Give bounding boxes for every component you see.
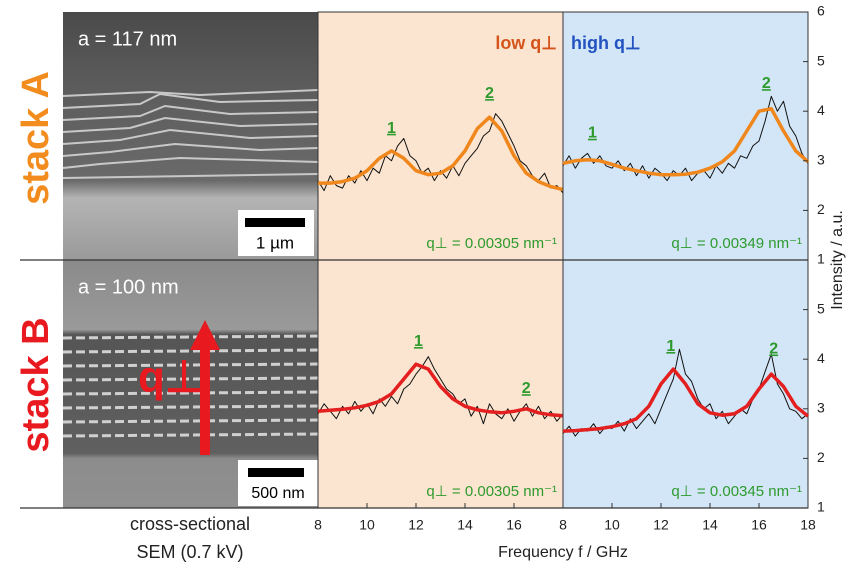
y-tick-label: 4	[817, 102, 825, 118]
x-tick-label: 14	[702, 517, 718, 533]
peak-label: 1	[414, 333, 423, 350]
panel-label: low q⊥	[495, 33, 557, 53]
y-tick-label: 2	[817, 449, 825, 465]
y-tick-label: 4	[817, 350, 825, 366]
fit-line	[562, 106, 810, 177]
x-tick-label: 8	[314, 517, 322, 533]
x-tick-label: 16	[506, 517, 522, 533]
y-axis-label: Intensity / a.u.	[829, 210, 846, 310]
x-axis-label: Frequency f / GHz	[498, 544, 628, 561]
panel-label: high q⊥	[571, 33, 641, 53]
scale-box	[238, 460, 318, 506]
caption: SEM (0.7 kV)	[136, 542, 243, 562]
y-tick-label: 3	[817, 400, 825, 416]
y-tick-label: 2	[817, 201, 825, 217]
peak-label: 2	[522, 380, 531, 397]
q-label: q⊥	[138, 353, 203, 402]
scale-bar	[248, 468, 304, 477]
x-tick-label: 8	[559, 517, 567, 533]
peak-label: 1	[387, 120, 396, 137]
sem-layers-b	[62, 334, 319, 438]
scale-box	[238, 210, 314, 256]
stack-label: stack B	[15, 317, 57, 452]
q-value-label: q⊥ = 0.00305 nm⁻¹	[426, 483, 557, 500]
scale-label: 500 nm	[251, 485, 304, 502]
lattice-label: a = 100 nm	[78, 276, 179, 298]
stack-label: stack A	[15, 71, 57, 205]
fit-line	[562, 367, 810, 433]
fit-line	[317, 362, 564, 418]
y-tick-label: 1	[817, 251, 825, 267]
panel-background	[562, 11, 809, 261]
y-tick-label: 5	[817, 52, 825, 68]
x-tick-label: 12	[408, 517, 424, 533]
x-tick-label: 16	[751, 517, 767, 533]
sem-layers-a	[62, 89, 319, 179]
peak-label: 2	[762, 75, 771, 92]
scale-bar	[245, 218, 305, 227]
x-tick-label: 10	[359, 517, 375, 533]
x-tick-label: 10	[604, 517, 620, 533]
y-tick-label: 3	[817, 152, 825, 168]
fit-line	[318, 115, 564, 192]
y-tick-label: 1	[817, 499, 825, 515]
x-tick-label: 14	[457, 517, 473, 533]
peak-label: 1	[588, 125, 597, 142]
caption: cross-sectional	[130, 514, 250, 534]
q-value-label: q⊥ = 0.00345 nm⁻¹	[671, 483, 802, 500]
peak-label: 2	[485, 85, 494, 102]
q-value-label: q⊥ = 0.00349 nm⁻¹	[671, 235, 802, 252]
y-tick-label: 6	[817, 3, 825, 19]
scale-label: 1 µm	[256, 233, 294, 252]
x-tick-label: 12	[653, 517, 669, 533]
q-value-label: q⊥ = 0.00305 nm⁻¹	[426, 235, 557, 252]
lattice-label: a = 117 nm	[78, 28, 177, 50]
x-tick-label: 18	[800, 517, 816, 533]
panel-background	[317, 11, 564, 261]
y-tick-label: 5	[817, 300, 825, 316]
peak-label: 2	[769, 340, 778, 357]
peak-label: 1	[666, 338, 675, 355]
q-arrow-head	[190, 320, 220, 350]
sem-images: 1 µm 500 nm a = 117 nm a = 100 nm q⊥	[62, 12, 319, 508]
